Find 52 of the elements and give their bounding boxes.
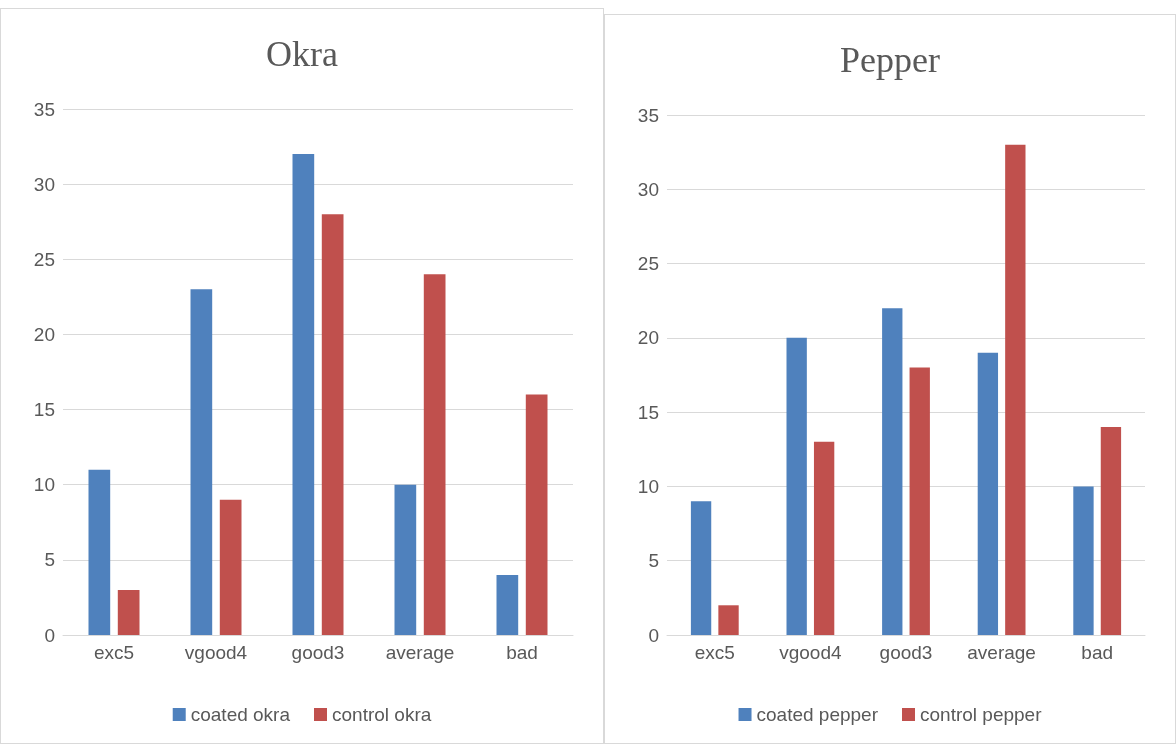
bar [496,574,519,635]
x-tick-label: exc5 [93,642,135,663]
bar [977,352,999,635]
bar [321,214,344,635]
x-tick-label: good3 [291,642,345,663]
bar [1005,144,1026,635]
bar [882,308,903,635]
bar [117,589,140,635]
y-tick-label: 30 [33,173,55,195]
y-tick-label: 35 [637,104,659,126]
y-tick-label: 10 [637,475,659,497]
bar [190,289,213,635]
y-tick-label: 15 [33,399,55,421]
bar [1073,486,1094,635]
bar [690,501,712,635]
y-tick-label: 15 [637,401,659,423]
x-tick-label: bad [506,642,538,663]
y-tick-label: 0 [648,624,659,646]
x-tick-label: vgood4 [779,642,842,663]
bar [292,154,315,635]
y-tick-label: 5 [648,550,659,572]
bar [813,441,835,635]
bar [525,394,548,635]
y-tick-label: 35 [33,98,55,120]
y-tick-label: 20 [33,323,55,345]
legend-label: control pepper [920,704,1043,725]
chart-title: Pepper [840,40,940,80]
y-tick-label: 30 [637,178,659,200]
x-tick-label: average [385,642,455,663]
y-tick-label: 5 [44,549,55,571]
legend-label: coated okra [190,704,291,725]
x-tick-label: good3 [879,642,933,663]
bar [394,484,417,635]
x-tick-label: bad [1081,642,1114,663]
bar [88,469,111,635]
bar [718,605,739,635]
legend-label: control okra [332,704,432,725]
x-tick-label: exc5 [694,642,735,663]
legend-label: coated pepper [756,704,879,725]
y-tick-label: 20 [637,327,659,349]
bar [423,274,446,635]
x-tick-label: vgood4 [184,642,248,663]
bar [909,367,930,635]
y-tick-label: 0 [44,624,55,646]
chart-title: Okra [266,34,338,74]
bar [786,337,807,635]
x-tick-label: average [967,642,1036,663]
y-tick-label: 25 [33,248,55,270]
y-tick-label: 10 [33,474,55,496]
bar [1100,427,1122,635]
y-tick-label: 25 [637,253,659,275]
bar [219,499,242,635]
